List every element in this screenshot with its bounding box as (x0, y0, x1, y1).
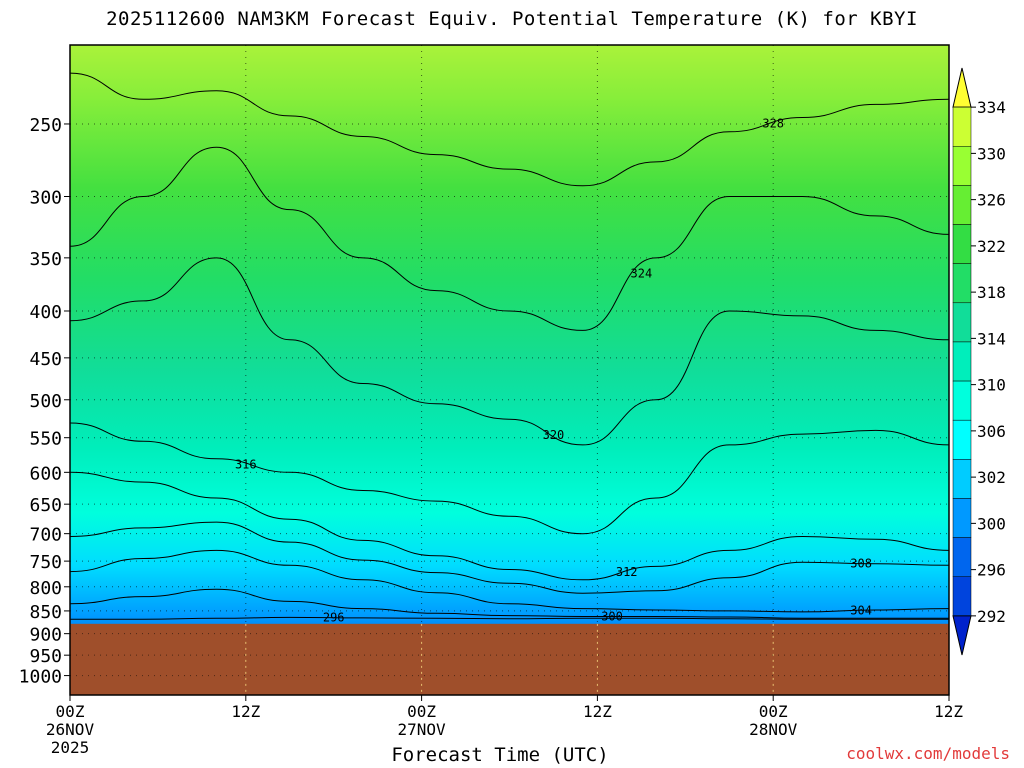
y-tick-label-900: 900 (29, 625, 62, 646)
colorbar-label-292: 292 (977, 607, 1006, 626)
y-tick-label-400: 400 (29, 302, 62, 323)
x-tick-label-date: 27NOV (398, 720, 447, 739)
y-tick-label-350: 350 (29, 249, 62, 270)
colorbar-swatch (952, 498, 972, 538)
terrain-fill (70, 623, 949, 695)
colorbar-label-318: 318 (977, 283, 1006, 302)
y-tick-label-750: 750 (29, 552, 62, 573)
contour-312 (69, 471, 950, 581)
colorbar-swatch (952, 459, 972, 499)
axes-layer (69, 44, 950, 696)
colorbar-label-334: 334 (977, 98, 1006, 117)
contour-label-300: 300 (601, 609, 623, 623)
y-tick-label-700: 700 (29, 525, 62, 546)
y-tick-label-950: 950 (29, 646, 62, 667)
contour-label-320: 320 (543, 428, 565, 442)
y-tick-label-450: 450 (29, 349, 62, 370)
colorbar-label-330: 330 (977, 144, 1006, 163)
colorbar-swatch (952, 341, 972, 382)
terrain-layer (70, 623, 949, 695)
plot-frame (69, 44, 950, 696)
contour-label-312: 312 (616, 565, 638, 579)
x-tick-label-date: 26NOV (46, 720, 95, 739)
colorbar-swatch (952, 263, 972, 304)
y-tick-label-500: 500 (29, 391, 62, 412)
field-layer (70, 45, 949, 695)
contour-label-324: 324 (631, 266, 653, 280)
field-background (70, 45, 949, 695)
colorbar-label-300: 300 (977, 514, 1006, 533)
x-tick-label-time: 00Z (56, 702, 85, 721)
contour-308 (69, 521, 950, 594)
x-tick-label-time: 00Z (759, 702, 788, 721)
contour-304 (69, 549, 950, 613)
colorbar-label-306: 306 (977, 422, 1006, 441)
x-tick-label-year: 2025 (51, 738, 90, 757)
contour-316 (69, 422, 950, 535)
chart-title: 2025112600 NAM3KM Forecast Equiv. Potent… (106, 8, 918, 30)
x-axis-label: Forecast Time (UTC) (391, 744, 609, 766)
colorbar-swatch (952, 146, 972, 186)
colorbar-swatch (952, 576, 972, 617)
y-axis-ticks: 2503003504004505005506006507007508008509… (19, 115, 70, 688)
y-tick-label-600: 600 (29, 463, 62, 484)
contour-328 (69, 72, 950, 187)
contour-296 (70, 616, 949, 620)
y-tick-label-550: 550 (29, 429, 62, 450)
colorbar-label-302: 302 (977, 468, 1006, 487)
colorbar-label-314: 314 (977, 329, 1006, 348)
colorbar-label-322: 322 (977, 237, 1006, 256)
colorbar-swatch (952, 185, 972, 225)
contour-label-296: 296 (323, 611, 345, 625)
colorbar-swatch (952, 224, 972, 264)
x-tick-label-time: 00Z (407, 702, 436, 721)
colorbar-label-326: 326 (977, 191, 1006, 210)
y-tick-label-250: 250 (29, 115, 62, 136)
colorbar-swatch (952, 537, 972, 577)
credit-link[interactable]: coolwx.com/models (846, 744, 1010, 763)
contour-label-304: 304 (850, 603, 872, 617)
colorbar-swatch (952, 106, 972, 147)
contour-label-316: 316 (235, 457, 257, 471)
colorbar-swatch (952, 615, 972, 656)
x-tick-label-time: 12Z (231, 702, 260, 721)
contour-320 (69, 257, 950, 446)
y-tick-label-300: 300 (29, 188, 62, 209)
colorbar-swatch (952, 380, 972, 421)
x-tick-label-time: 12Z (583, 702, 612, 721)
y-tick-label-1000: 1000 (19, 667, 62, 688)
colorbar-swatch (952, 302, 972, 343)
contour-label-308: 308 (850, 556, 872, 570)
x-tick-label-date: 28NOV (749, 720, 798, 739)
colorbar-label-310: 310 (977, 376, 1006, 395)
colorbar-swatch (952, 419, 972, 460)
colorbar: 334 330 326 322 318 314 310 306 302 300 296 292 (952, 67, 1006, 656)
contour-300 (69, 588, 949, 619)
y-tick-label-650: 650 (29, 495, 62, 516)
colorbar-swatch (952, 67, 972, 108)
y-tick-label-800: 800 (29, 578, 62, 599)
x-tick-label-time: 12Z (934, 702, 963, 721)
colorbar-label-296: 296 (977, 561, 1006, 580)
y-tick-label-850: 850 (29, 602, 62, 623)
